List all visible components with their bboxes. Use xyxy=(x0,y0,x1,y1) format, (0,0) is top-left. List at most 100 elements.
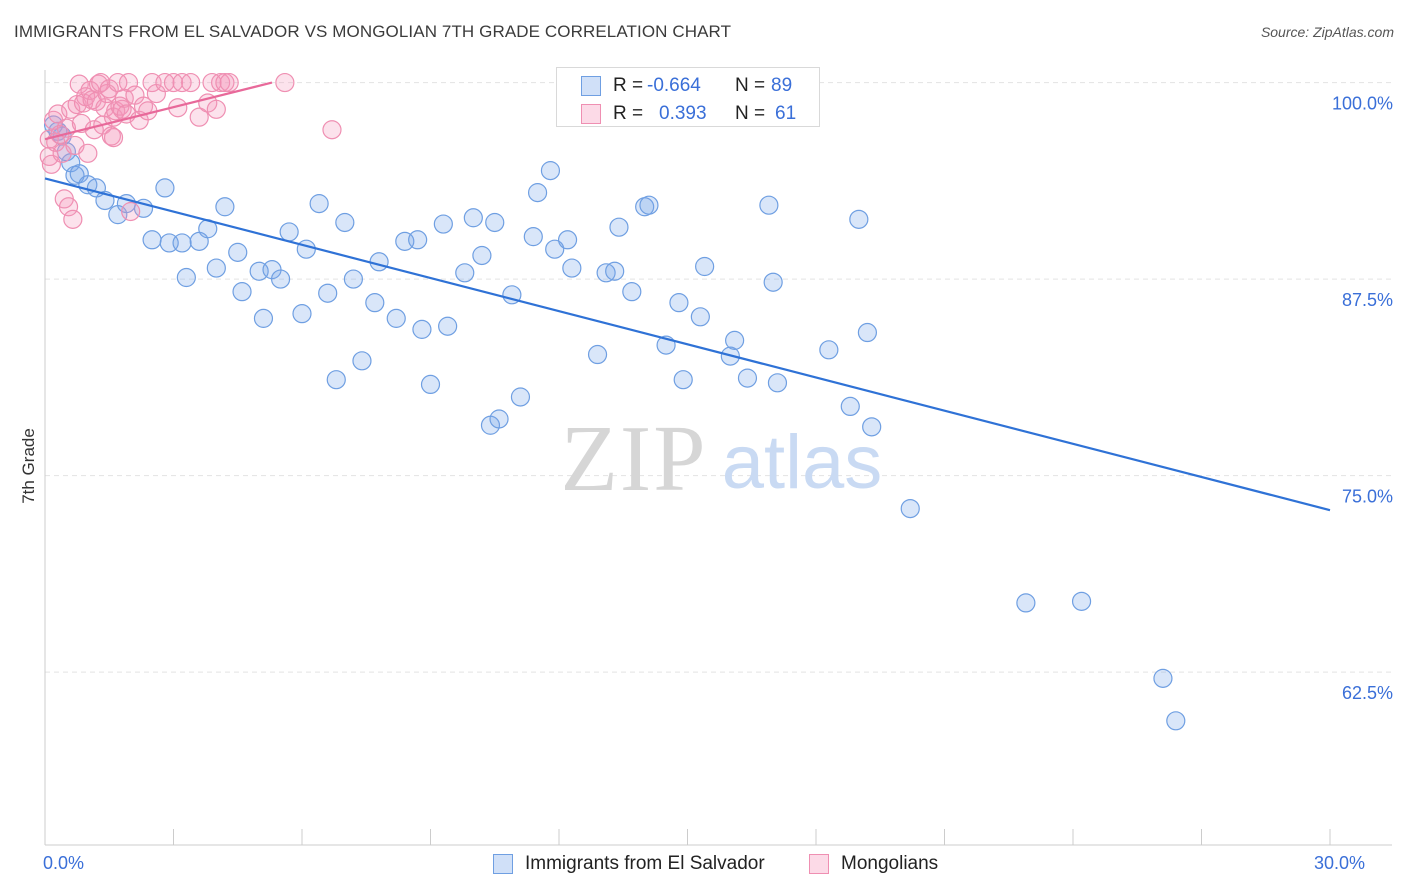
el-salvador-point xyxy=(767,373,788,393)
el-salvador-point xyxy=(1016,593,1036,613)
legend-item-mongolians[interactable]: Mongolians xyxy=(809,853,938,875)
mongolians-point xyxy=(181,72,201,93)
y-tick-label: 62.5% xyxy=(1342,683,1393,703)
el-salvador-point xyxy=(557,230,578,250)
mongolians-point xyxy=(118,72,139,93)
el-salvador-point xyxy=(690,307,710,327)
chart-source: Source: ZipAtlas.com xyxy=(1260,24,1394,40)
blue-swatch xyxy=(581,76,601,96)
el-salvador-point xyxy=(523,227,543,247)
el-salvador-point xyxy=(438,316,458,336)
el-salvador-point xyxy=(1153,668,1173,688)
n-value: 89 xyxy=(771,75,793,96)
x-tick-label: 0.0% xyxy=(43,853,84,873)
y-tick-label: 100.0% xyxy=(1332,94,1393,114)
el-salvador-point xyxy=(737,368,758,388)
grid-lines xyxy=(45,82,1392,673)
blue-swatch xyxy=(493,854,513,874)
axes xyxy=(44,70,1392,846)
el-salvador-point xyxy=(172,233,192,253)
mongolians-point xyxy=(322,120,342,140)
watermark-zip: ZIP xyxy=(561,407,708,511)
el-salvador-point xyxy=(309,194,329,214)
pink-swatch xyxy=(809,854,829,874)
mongolians-point xyxy=(219,72,239,93)
el-salvador-point xyxy=(253,308,274,328)
tick-labels: 100.0% 87.5% 75.0% 62.5% 0.0% 30.0% xyxy=(43,94,1393,873)
el-salvador-point xyxy=(759,195,779,215)
chart-title: IMMIGRANTS FROM EL SALVADOR VS MONGOLIAN… xyxy=(14,22,732,41)
y-tick-label: 87.5% xyxy=(1342,290,1393,310)
el-salvador-point xyxy=(296,239,316,259)
el-salvador-point xyxy=(455,263,475,283)
el-salvador-point xyxy=(206,258,226,278)
el-salvador-point xyxy=(433,214,453,234)
el-salvador-point xyxy=(545,239,565,259)
el-salvador-point xyxy=(1166,711,1186,731)
watermark-atlas: atlas xyxy=(722,420,883,505)
el-salvador-point xyxy=(352,351,372,371)
el-salvador-point xyxy=(176,267,196,288)
legend-item-el-salvador[interactable]: Immigrants from El Salvador xyxy=(493,853,765,875)
el-salvador-point xyxy=(587,344,608,365)
mongolians-trend-line xyxy=(44,81,273,141)
el-salvador-point xyxy=(326,370,346,390)
y-tick-label: 75.0% xyxy=(1342,487,1393,507)
mongolians-point xyxy=(78,143,98,163)
watermark: ZIP atlas xyxy=(561,407,883,511)
el-salvador-point xyxy=(472,245,492,266)
mongolians-point xyxy=(215,72,235,93)
el-salvador-point xyxy=(695,256,715,277)
el-salvador-point xyxy=(763,272,783,292)
el-salvador-point xyxy=(639,195,659,215)
el-salvador-point xyxy=(840,396,860,417)
el-salvador-point xyxy=(365,293,385,313)
mongolians-point xyxy=(63,209,83,229)
r-value: -0.664 xyxy=(647,75,701,96)
mongolians-point xyxy=(48,104,68,124)
trend-lines xyxy=(44,81,1331,512)
n-value: 61 xyxy=(775,103,797,124)
el-salvador-point xyxy=(849,209,869,229)
el-salvador-point xyxy=(279,222,299,242)
el-salvador-point xyxy=(386,308,406,328)
el-salvador-point xyxy=(669,293,689,313)
el-salvador-point xyxy=(270,269,291,289)
el-salvador-point xyxy=(412,319,432,339)
el-salvador-point xyxy=(292,304,312,324)
el-salvador-point xyxy=(369,252,389,272)
el-salvador-point xyxy=(622,282,642,302)
y-axis-label: 7th Grade xyxy=(19,428,38,504)
r-value: 0.393 xyxy=(659,103,707,124)
el-salvador-point xyxy=(540,161,561,181)
el-salvador-point xyxy=(489,409,509,429)
pink-swatch xyxy=(581,104,601,124)
el-salvador-point xyxy=(463,208,483,228)
el-salvador-point xyxy=(155,178,175,198)
legend-label: Immigrants from El Salvador xyxy=(525,853,765,874)
mongolians-point xyxy=(206,99,226,119)
el-salvador-point xyxy=(142,230,162,250)
el-salvador-point xyxy=(228,242,248,262)
mongolians-point xyxy=(103,127,124,148)
el-salvador-point xyxy=(673,370,693,390)
series-legend: Immigrants from El Salvador Mongolians xyxy=(0,850,1406,880)
el-salvador-point xyxy=(862,417,882,437)
el-salvador-point xyxy=(408,230,428,250)
n-label: N = xyxy=(735,75,766,96)
el-salvador-point xyxy=(562,258,582,278)
el-salvador-point xyxy=(510,387,531,407)
el-salvador-point xyxy=(420,374,441,395)
mongolians-point xyxy=(69,74,89,94)
el-salvador-point xyxy=(318,283,338,303)
mongolians-point xyxy=(189,107,209,127)
el-salvador-point xyxy=(725,330,745,350)
mongolians-point xyxy=(275,72,295,93)
el-salvador-point xyxy=(485,212,505,233)
el-salvador-point xyxy=(900,498,920,519)
el-salvador-trend-line xyxy=(44,177,1331,512)
mongolians-point xyxy=(121,201,141,222)
mongolians-point xyxy=(114,88,134,108)
el-salvador-point xyxy=(335,212,355,233)
